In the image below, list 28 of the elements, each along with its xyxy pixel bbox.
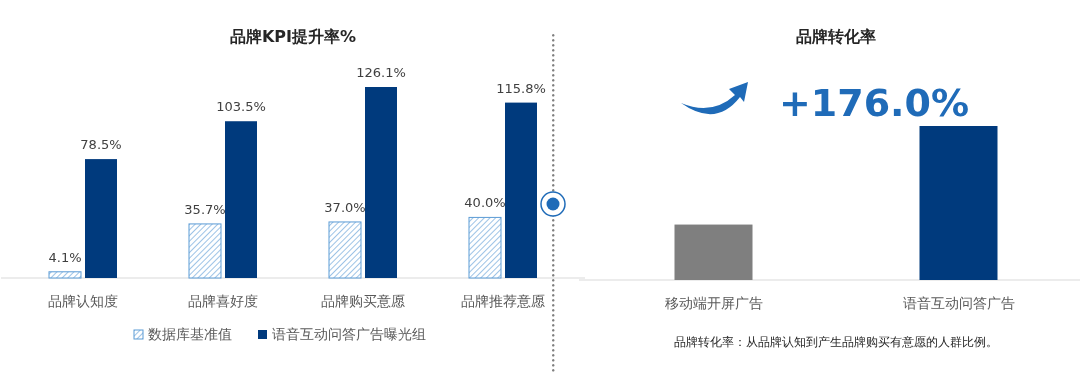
bar <box>85 159 117 278</box>
data-label: 115.8% <box>496 80 546 96</box>
x-tick-label: 品牌购买意愿 <box>321 293 405 309</box>
text: 品牌转化率：从品牌认知到产生品牌购买有意愿的人群比例。 <box>674 335 998 349</box>
bar <box>468 216 502 279</box>
bar <box>48 271 82 279</box>
chart-title: 品牌KPI提升率% <box>229 27 357 46</box>
data-label: 37.0% <box>324 199 366 215</box>
x-tick-label: 品牌推荐意愿 <box>461 293 545 309</box>
data-label: 126.1% <box>356 65 406 80</box>
x-tick-label: 语音互动问答广告 <box>902 295 1015 311</box>
data-label: 103.5% <box>216 99 266 115</box>
legend-label: 语音互动问答广告曝光组 <box>272 326 426 342</box>
legend-label: 数据库基准值 <box>148 326 232 342</box>
chart-title: 品牌转化率 <box>796 27 876 46</box>
x-tick-label: 品牌认知度 <box>48 293 118 309</box>
text: +176.0% <box>778 81 970 125</box>
x-tick-label: 移动端开屏广告 <box>664 295 763 311</box>
bar <box>365 87 397 278</box>
bar <box>188 223 222 279</box>
bar <box>505 102 537 278</box>
x-tick-label: 品牌喜好度 <box>188 293 258 309</box>
data-label: 40.0% <box>464 195 506 211</box>
data-label: 78.5% <box>80 137 122 153</box>
data-label: 35.7% <box>184 201 226 217</box>
bar <box>225 121 257 278</box>
data-label: 4.1% <box>48 249 82 265</box>
bar <box>328 221 362 279</box>
